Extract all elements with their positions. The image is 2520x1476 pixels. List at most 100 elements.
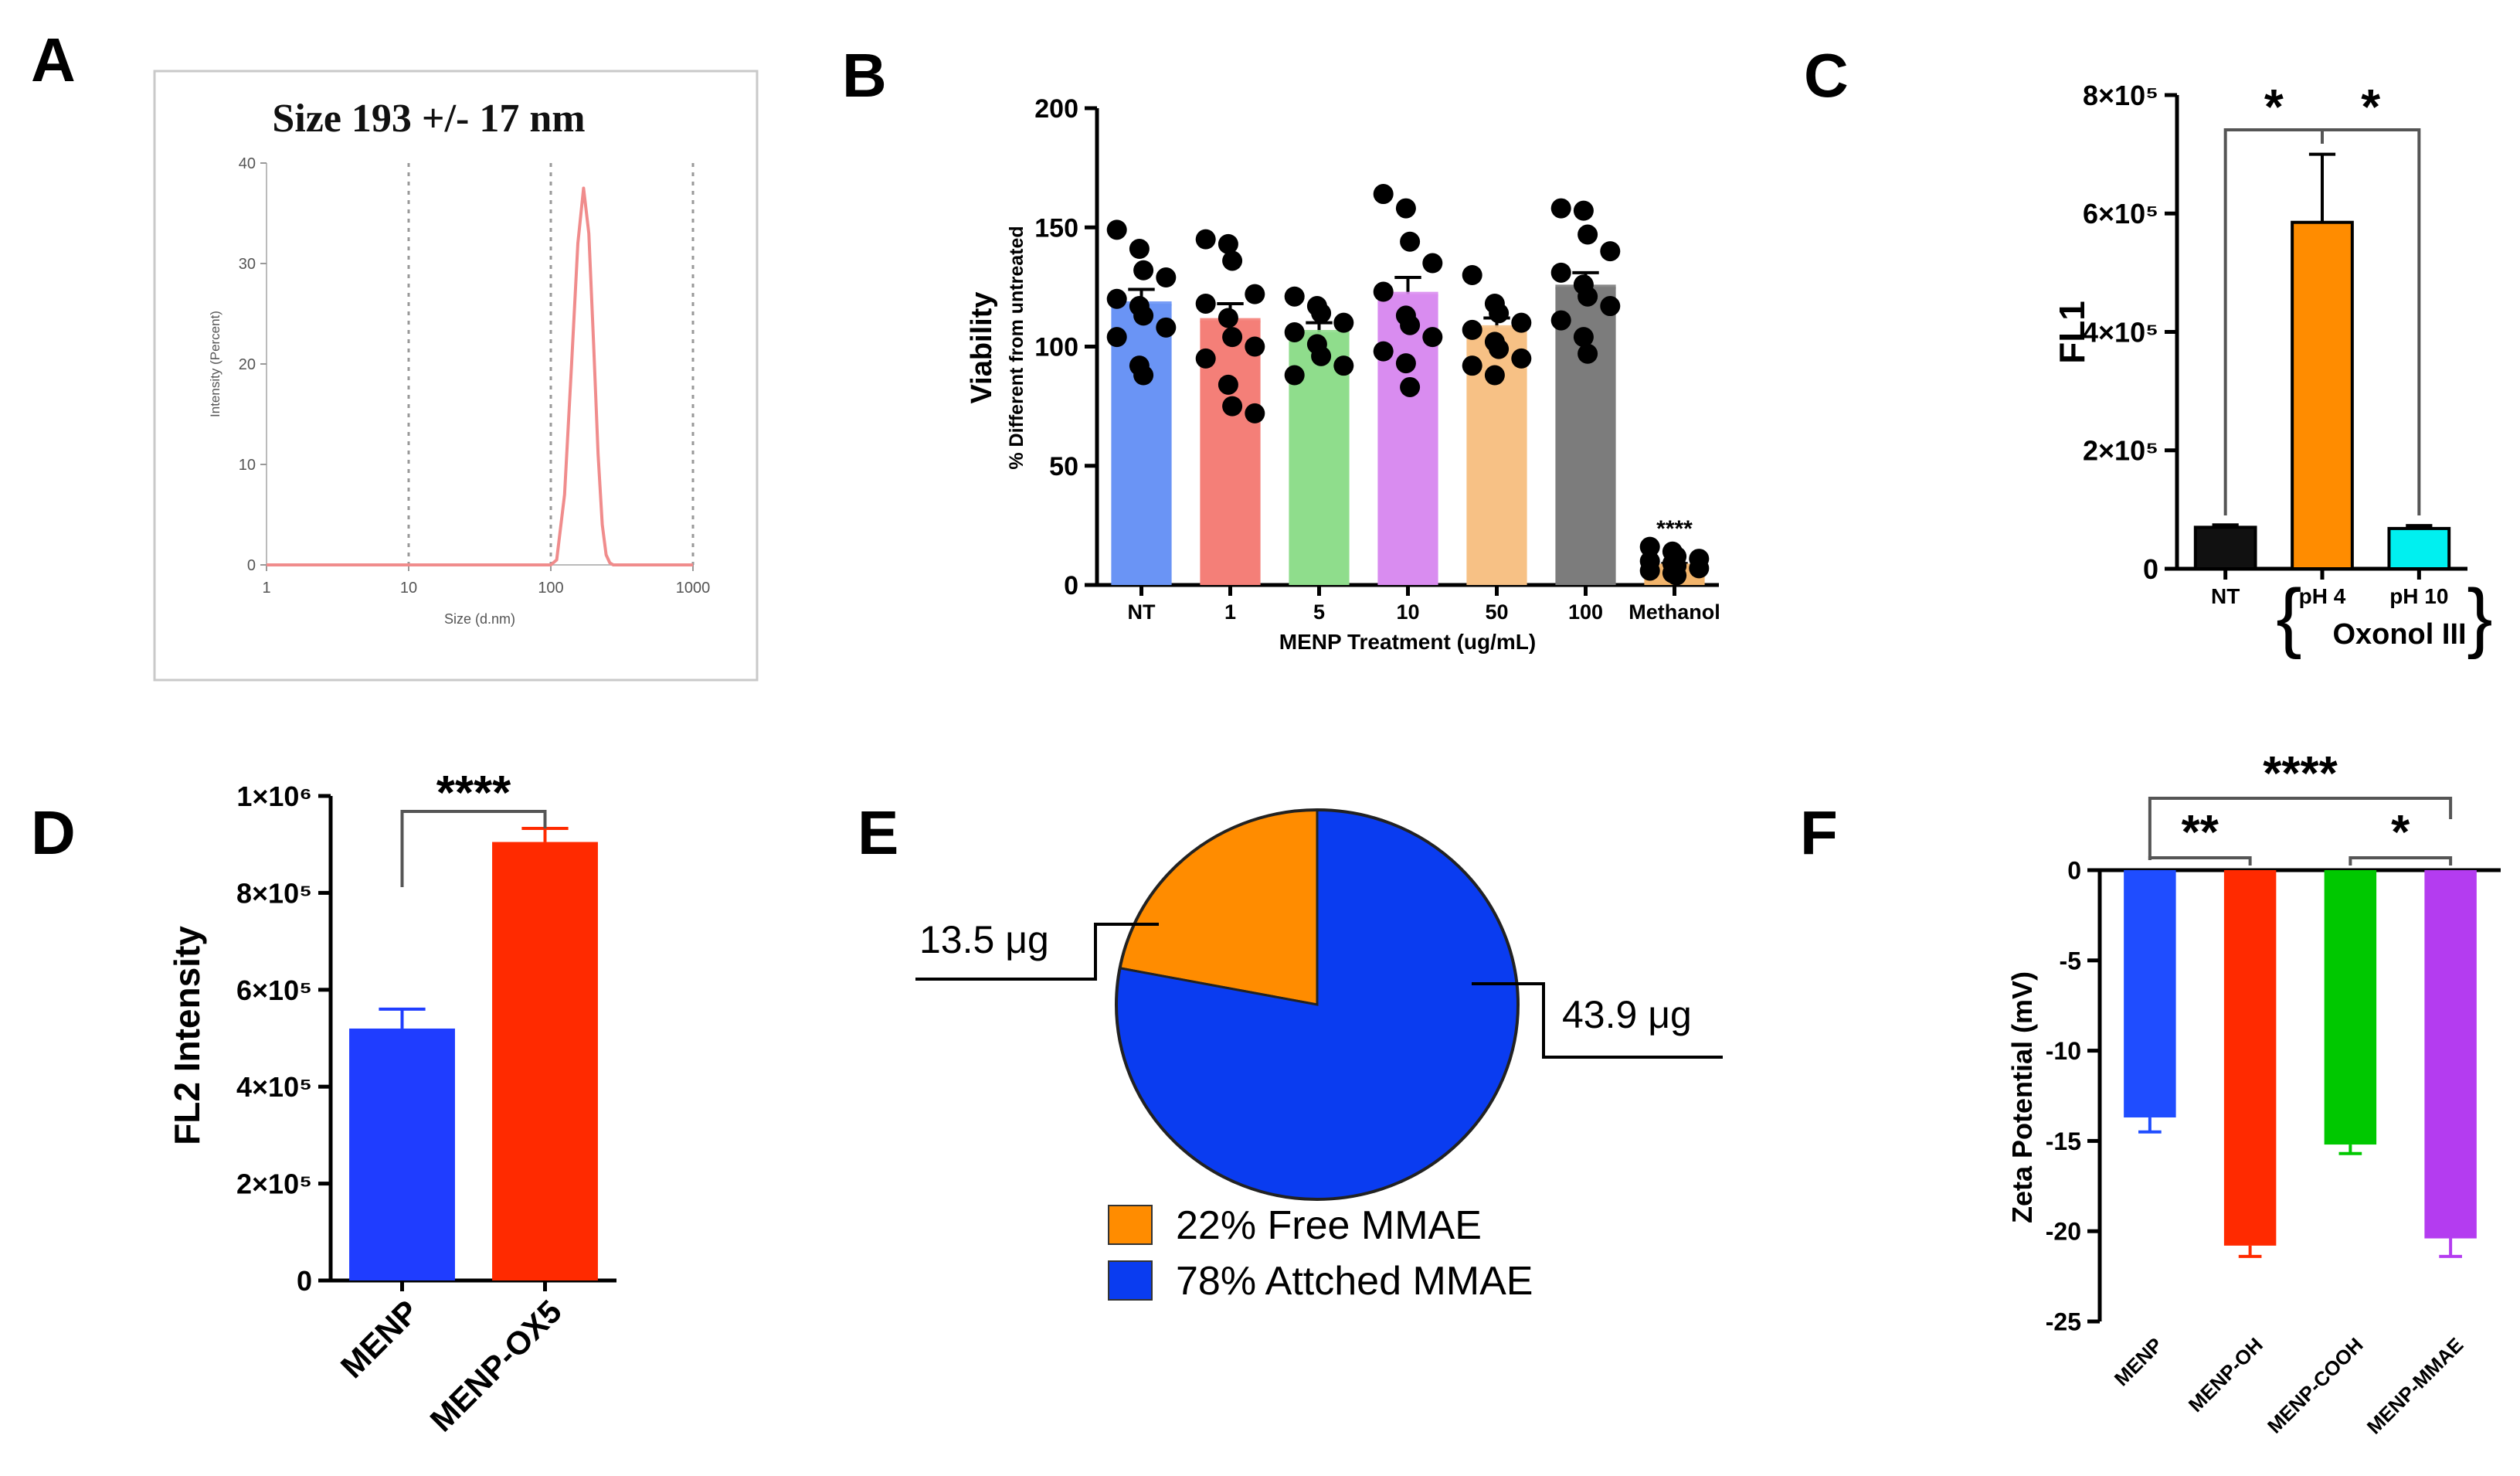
panel-b-data-point xyxy=(1422,253,1443,274)
panel-b-data-point xyxy=(1195,348,1216,369)
panel-d-y-tick-label: 4×10⁵ xyxy=(236,1071,312,1103)
panel-f-bar-3 xyxy=(2424,870,2477,1239)
panel-f-bracket-left xyxy=(2148,856,2252,866)
panel-b-x-tick-label: 50 xyxy=(1485,600,1508,624)
panel-f-y-tick-label: -20 xyxy=(2046,1218,2081,1246)
panel-c-x-tick-label: pH 4 xyxy=(2299,584,2346,608)
panel-b-data-point xyxy=(1195,293,1216,314)
panel-b-y-tick-label: 0 xyxy=(1064,571,1078,600)
panel-b-data-point xyxy=(1373,184,1394,205)
panel-f-y-label: Zeta Potential (mV) xyxy=(2006,971,2038,1223)
panel-b-data-point xyxy=(1245,403,1265,423)
panel-f-x-tick-label: MENP-OH xyxy=(2184,1333,2267,1416)
panel-c-y-label: FL1 xyxy=(2052,301,2092,364)
panel-f-bar-1 xyxy=(2223,870,2277,1246)
panel-b-bar-0 xyxy=(1111,303,1172,585)
panel-b-data-point xyxy=(1222,327,1243,348)
panel-a-title: Size 193 +/- 17 nm xyxy=(272,97,585,141)
panel-b-data-point xyxy=(1284,286,1305,307)
panel-c-y-tick-label: 2×10⁵ xyxy=(2083,435,2158,467)
panel-b-data-point xyxy=(1106,288,1127,309)
panel-b-data-point xyxy=(1666,565,1687,586)
panel-b-chart: 0 50 100 150 200 NT 1 5 10 50 100 Methanol MENP Trea… xyxy=(966,94,1720,654)
panel-c-x-tick-label: NT xyxy=(2211,584,2240,608)
panel-letter-d: D xyxy=(31,798,76,867)
panel-f-bracket-right xyxy=(2348,856,2453,866)
panel-d-x-tick-label: MENP xyxy=(334,1293,426,1385)
panel-b-data-point xyxy=(1245,336,1265,357)
panel-a-y-tick-label: 30 xyxy=(239,256,256,273)
panel-c-significance-1: * xyxy=(2264,79,2284,134)
panel-b-data-point xyxy=(1639,560,1660,581)
panel-b-x-tick-label: Methanol xyxy=(1628,600,1720,624)
panel-e-chart: 13.5 μg 43.9 μg 22% Free MMAE 78% Attched M… xyxy=(915,808,1723,1304)
panel-b-data-point xyxy=(1422,327,1443,348)
panel-b-y-tick-label: 100 xyxy=(1034,333,1078,362)
panel-b-data-point xyxy=(1511,312,1532,333)
panel-b-data-point xyxy=(1395,353,1416,374)
panel-b-data-point xyxy=(1395,198,1416,219)
panel-e-legend-label-0: 22% Free MMAE xyxy=(1176,1203,1482,1248)
panel-e-legend-label-1: 78% Attched MMAE xyxy=(1176,1259,1533,1304)
panel-b-data-point xyxy=(1578,286,1598,307)
panel-f-x-tick-label: MENP xyxy=(2110,1333,2167,1390)
panel-e-legend-swatch-0 xyxy=(1108,1205,1153,1245)
panel-c-brace-right: } xyxy=(2467,573,2492,660)
panel-b-x-tick-label: 5 xyxy=(1313,600,1325,624)
panel-d-bar-1 xyxy=(492,842,598,1280)
panel-f-y-tick-label: -25 xyxy=(2046,1308,2081,1336)
panel-f-y-tick-label: -5 xyxy=(2060,947,2081,974)
panel-b-data-point xyxy=(1133,365,1154,386)
panel-c-bar-0 xyxy=(2193,525,2257,570)
panel-b-data-point xyxy=(1550,310,1571,331)
panel-b-y-tick-label: 50 xyxy=(1049,452,1078,481)
panel-f-significance-right: * xyxy=(2391,806,2410,859)
panel-d-y-tick-label: 6×10⁵ xyxy=(236,974,312,1006)
panel-b-data-point xyxy=(1573,327,1594,348)
panel-b-data-point xyxy=(1578,343,1598,364)
panel-e-callout-attached: 43.9 μg xyxy=(1562,993,1692,1036)
panel-b-significance: **** xyxy=(1656,516,1693,542)
panel-b-data-point xyxy=(1222,250,1243,271)
panel-b-data-point xyxy=(1489,338,1510,359)
panel-b-data-point xyxy=(1462,319,1482,340)
panel-f-bar-0 xyxy=(2124,870,2176,1118)
panel-b-data-point xyxy=(1489,303,1510,324)
panel-b-x-label: MENP Treatment (ug/mL) xyxy=(1279,630,1536,654)
panel-f-significance-left: ** xyxy=(2182,806,2219,859)
panel-b-data-point xyxy=(1400,315,1421,335)
panel-b-data-point xyxy=(1511,348,1532,369)
panel-b-x-tick-label: 100 xyxy=(1568,600,1603,624)
panel-d-y-tick-label: 1×10⁶ xyxy=(236,781,312,812)
panel-a-y-tick-label: 40 xyxy=(239,155,256,172)
panel-b-y-label-2: % Different from untreated xyxy=(1006,226,1027,469)
panel-c-y-tick-label: 4×10⁵ xyxy=(2083,316,2158,348)
panel-d-x-tick-label: MENP-OX5 xyxy=(423,1293,569,1438)
panel-c-y-tick-label: 8×10⁵ xyxy=(2083,80,2158,111)
panel-a-x-tick-label: 1000 xyxy=(676,580,711,597)
panel-d-bar-0 xyxy=(349,1028,455,1280)
panel-letter-b: B xyxy=(842,41,887,110)
panel-b-data-point xyxy=(1218,233,1238,254)
panel-e-callout-free: 13.5 μg xyxy=(919,918,1049,961)
panel-a-y-tick-label: 10 xyxy=(239,457,256,474)
panel-b-data-point xyxy=(1133,260,1154,281)
panel-b-data-point xyxy=(1600,241,1621,262)
panel-d-y-tick-label: 8×10⁵ xyxy=(236,877,312,909)
panel-d-y-label: FL2 Intensity xyxy=(167,926,207,1145)
panel-c-brace-left: { xyxy=(2276,573,2301,660)
panel-b-data-point xyxy=(1600,296,1621,317)
panel-b-y-tick-label: 150 xyxy=(1034,213,1078,243)
panel-e-pie-outline xyxy=(1115,808,1520,1201)
panel-b-data-point xyxy=(1578,224,1598,245)
panel-d-significance: **** xyxy=(436,767,511,820)
panel-e-callout-line-free xyxy=(915,923,1159,981)
panel-f-y-tick-label: 0 xyxy=(2067,857,2081,885)
panel-b-data-point xyxy=(1222,396,1243,417)
panel-letter-f: F xyxy=(1800,798,1838,867)
panel-c-significance-2: * xyxy=(2361,79,2380,134)
panel-b-data-point xyxy=(1333,312,1354,333)
panel-f-x-tick-label: MENP-MMAE xyxy=(2362,1333,2468,1439)
panel-c-bar-2 xyxy=(2387,526,2451,571)
